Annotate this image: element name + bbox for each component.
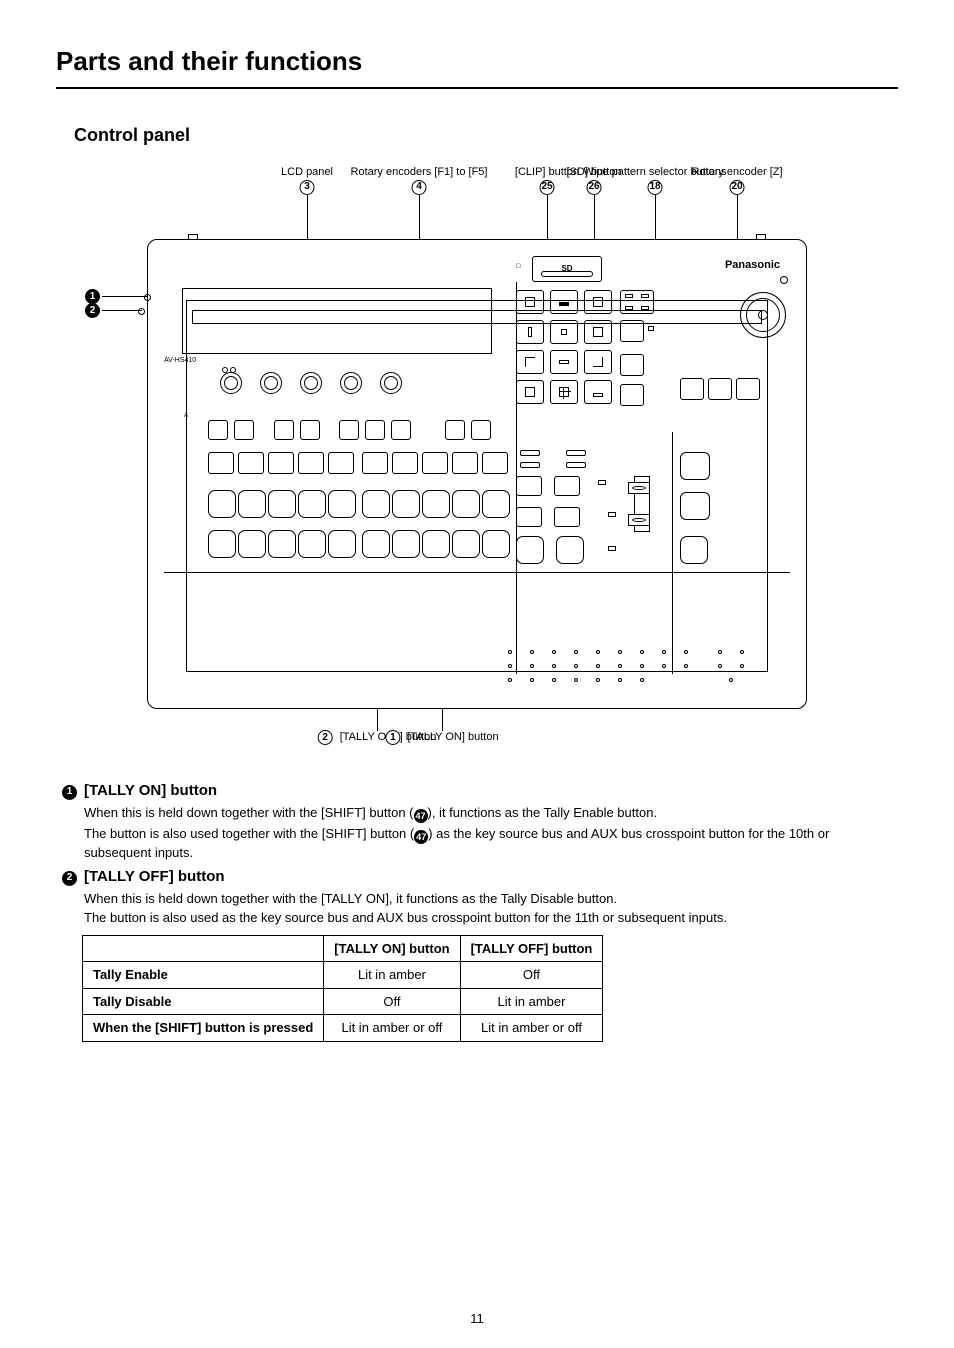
button-row-a xyxy=(208,490,512,523)
model-label: AV-HS410 xyxy=(164,356,196,365)
circled-num-2: 2 xyxy=(85,303,100,318)
rotary-z xyxy=(740,292,786,338)
page-title: Parts and their functions xyxy=(56,44,898,79)
description-list: 1[TALLY ON] buttonWhen this is held down… xyxy=(62,781,898,926)
selector-row-2 xyxy=(208,452,512,479)
lcd-inner xyxy=(186,300,768,672)
section-subheading: Control panel xyxy=(74,123,898,147)
sd-card-slot: SD xyxy=(532,256,602,282)
side-callout-1: 1 xyxy=(85,289,148,304)
side-callout-2: 2 xyxy=(85,303,142,318)
t-bar-fader xyxy=(628,476,656,532)
selector-row-1 xyxy=(208,420,497,445)
circled-num-1: 1 xyxy=(85,289,100,304)
page-footer: 11 xyxy=(0,1310,954,1328)
lcd-textline xyxy=(192,310,762,324)
device-body: AV-HS410 A xyxy=(147,239,807,709)
wipe-pattern-grid xyxy=(516,290,634,430)
rotary-encoder-row xyxy=(220,372,420,399)
group-label-a: A xyxy=(184,412,188,420)
tally-state-table: [TALLY ON] button[TALLY OFF] buttonTally… xyxy=(82,935,603,1042)
device-diagram: LCD panel3Rotary encoders [F1] to [F5]4[… xyxy=(147,165,807,745)
title-rule xyxy=(56,87,898,89)
button-row-b xyxy=(208,530,512,563)
brand-logo: Panasonic xyxy=(725,258,780,273)
access-led-label: □ xyxy=(516,262,520,271)
callout-bar-top: LCD panel3Rotary encoders [F1] to [F5]4[… xyxy=(147,165,807,239)
callout-bar-bottom: 2 [TALLY OFF] button1 [TALLY ON] button xyxy=(147,709,807,745)
